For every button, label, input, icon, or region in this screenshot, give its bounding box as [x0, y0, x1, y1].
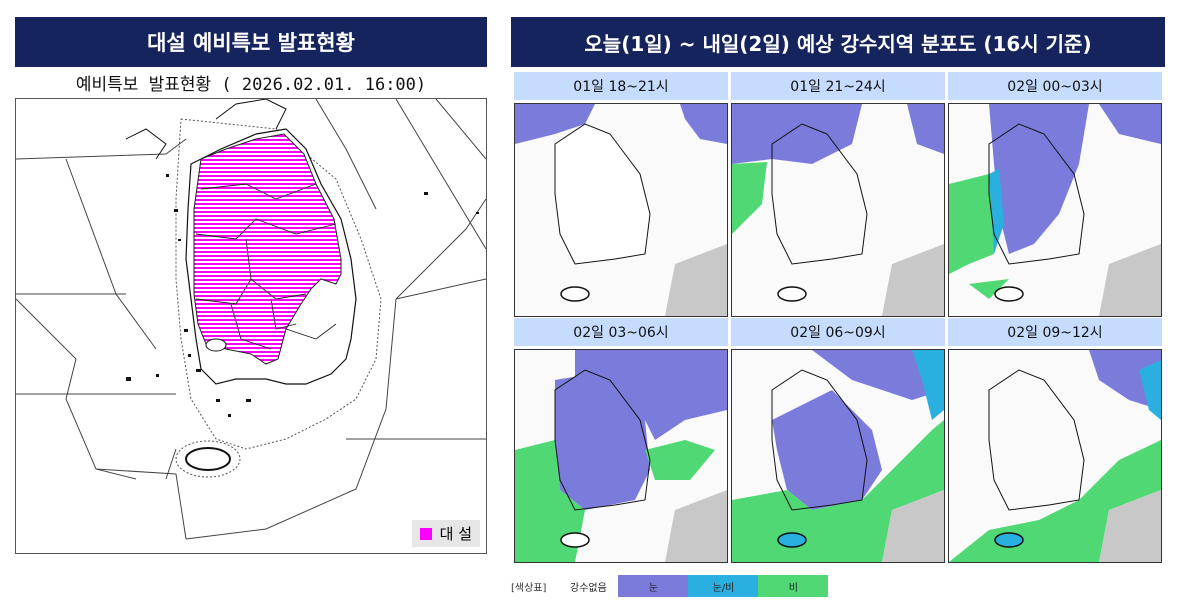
heavy-snow-label: 대 설 [439, 525, 472, 543]
forecast-frame-4: 02일 03~06시 [514, 318, 728, 563]
frame-time-label: 02일 00~03시 [948, 72, 1162, 100]
precip-legend: [색상표] 강수없음 눈 눈/비 비 [511, 574, 829, 598]
frame-time-label: 01일 18~21시 [514, 72, 728, 100]
frame-time-label: 02일 03~06시 [514, 318, 728, 346]
forecast-frame-2: 01일 21~24시 [731, 72, 945, 317]
warning-area [193, 133, 342, 365]
advisory-map: 대 설 [15, 98, 487, 554]
advisory-timestamp: 예비특보 발표현황 ( 2026.02.01. 16:00) [75, 75, 427, 95]
legend-sleet: 눈/비 [688, 575, 759, 597]
coastal-islands [126, 174, 479, 417]
frame-map [731, 103, 945, 317]
frame-map [948, 349, 1162, 563]
legend-rain: 비 [758, 575, 829, 597]
frame-map [514, 103, 728, 317]
left-panel-title: 대설 예비특보 발표현황 [15, 17, 487, 67]
legend-none: 강수없음 [570, 582, 607, 594]
frame-time-label: 02일 09~12시 [948, 318, 1162, 346]
forecast-frame-1: 01일 18~21시 [514, 72, 728, 317]
frame-time-label: 02일 06~09시 [731, 318, 945, 346]
frame-map [948, 103, 1162, 317]
frame-map [731, 349, 945, 563]
advisory-legend: 대 설 [411, 520, 480, 547]
advisory-map-svg [15, 98, 487, 540]
forecast-frame-3: 02일 00~03시 [948, 72, 1162, 317]
coastal-boundary [175, 118, 382, 450]
province-lines [195, 183, 337, 350]
frame-map [514, 349, 728, 563]
right-panel-title: 오늘(1일) ~ 내일(2일) 예상 강수지역 분포도 (16시 기준) [511, 17, 1165, 67]
legend-title: [색상표] [511, 582, 547, 594]
heavy-snow-swatch [419, 527, 432, 540]
jeju-island [185, 447, 231, 471]
forecast-frame-5: 02일 06~09시 [731, 318, 945, 563]
legend-snow: 눈 [618, 575, 689, 597]
frame-time-label: 01일 21~24시 [731, 72, 945, 100]
sea-zone-lines [15, 98, 487, 540]
forecast-frame-6: 02일 09~12시 [948, 318, 1162, 563]
